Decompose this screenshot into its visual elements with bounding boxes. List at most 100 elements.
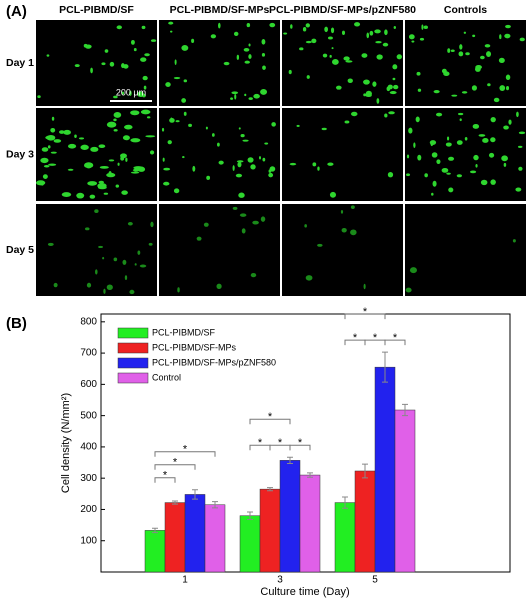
cell — [423, 25, 428, 29]
cell — [78, 137, 85, 140]
cell — [330, 27, 335, 34]
cell — [350, 229, 357, 236]
cell — [518, 166, 523, 171]
micrograph — [36, 20, 157, 106]
cell — [392, 77, 396, 81]
cell — [51, 116, 55, 121]
cell — [124, 275, 128, 281]
error-bar — [362, 463, 368, 479]
cell — [443, 71, 450, 77]
cell — [63, 129, 71, 135]
cell — [243, 47, 250, 52]
y-tick-label: 500 — [80, 410, 97, 421]
cell — [474, 66, 481, 72]
cell — [351, 111, 358, 117]
cell — [177, 287, 180, 293]
cell — [248, 54, 252, 60]
error-bar — [342, 496, 348, 509]
cell — [268, 172, 274, 178]
cell — [451, 94, 458, 97]
cell — [101, 62, 106, 66]
cell — [140, 57, 147, 62]
cell — [269, 166, 276, 172]
significance-bracket — [344, 313, 386, 320]
cell — [98, 180, 105, 184]
cell — [130, 110, 140, 116]
row-label: Day 5 — [6, 244, 34, 256]
bar — [334, 502, 356, 573]
cell — [363, 93, 367, 97]
cell — [242, 139, 249, 142]
cell — [129, 90, 132, 96]
cell — [262, 157, 266, 162]
cell — [167, 140, 172, 145]
cell — [363, 80, 369, 83]
significance-bracket — [249, 418, 291, 425]
cell — [393, 84, 399, 90]
cell — [305, 275, 313, 281]
cell — [516, 111, 519, 118]
cell — [345, 60, 353, 63]
cell — [165, 82, 171, 87]
cell — [137, 91, 144, 98]
cell — [413, 142, 416, 148]
cell — [518, 131, 526, 135]
cell — [322, 53, 328, 58]
cell — [237, 161, 242, 168]
cell — [490, 137, 496, 143]
micrograph — [282, 204, 403, 296]
cell — [48, 163, 57, 166]
cell — [129, 289, 135, 295]
cell — [130, 171, 140, 174]
cell — [238, 127, 241, 130]
cell — [174, 59, 177, 65]
significance-label: * — [373, 332, 378, 344]
cell — [264, 142, 269, 145]
column-header: PCL-PIBMD/SF-MPs — [170, 4, 270, 16]
micrograph — [159, 108, 280, 201]
cell — [241, 228, 246, 234]
bar — [164, 502, 186, 573]
cell — [80, 144, 89, 150]
cell — [139, 264, 147, 268]
error-bar — [192, 489, 198, 500]
cell — [206, 175, 211, 180]
cell — [43, 165, 50, 168]
cell — [366, 32, 370, 39]
cell — [388, 111, 395, 115]
cell — [432, 180, 437, 187]
cell — [416, 71, 421, 76]
cell — [116, 25, 122, 30]
cell — [218, 160, 224, 165]
error-bar — [152, 527, 158, 534]
x-tick-label: 1 — [182, 575, 188, 586]
legend-label: PCL-PIBMD/SF — [152, 327, 216, 337]
cell — [210, 34, 217, 39]
cell — [317, 166, 320, 171]
cell — [250, 164, 256, 170]
panel-label: (A) — [6, 3, 27, 20]
cell — [137, 166, 146, 172]
cell — [508, 119, 512, 125]
cell — [61, 192, 72, 198]
cell — [98, 144, 106, 148]
cell — [406, 154, 410, 159]
error-bar — [267, 487, 273, 492]
cell — [376, 54, 383, 60]
cell — [36, 180, 46, 186]
cell — [431, 152, 438, 158]
cell — [417, 88, 422, 92]
cell — [341, 228, 347, 233]
cell — [163, 181, 170, 186]
cell — [429, 140, 437, 145]
cell — [108, 159, 115, 162]
cell — [463, 31, 467, 34]
cell — [173, 188, 180, 194]
cell — [97, 183, 107, 189]
cell — [464, 136, 468, 141]
cell — [441, 167, 449, 173]
cell — [376, 98, 380, 104]
cell — [134, 263, 137, 266]
cell — [317, 243, 323, 247]
cell — [490, 179, 496, 185]
